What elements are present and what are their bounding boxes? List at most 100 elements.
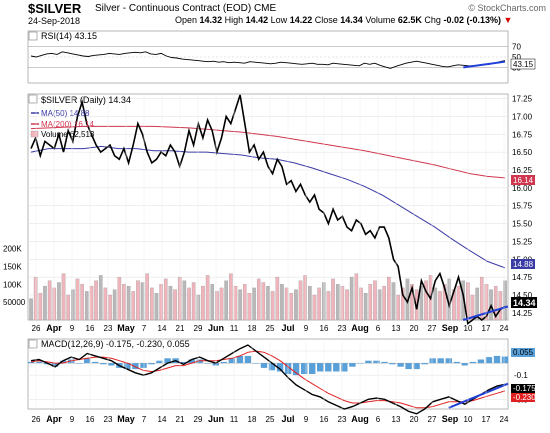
ma200-line	[30, 125, 506, 179]
volume-bar	[112, 289, 117, 321]
description-text: Silver - Continuous Contract (EOD)	[95, 3, 252, 14]
x-tick-label: 11	[230, 324, 239, 333]
x-tick-label: Sep	[442, 323, 459, 333]
exchange: CME	[253, 3, 277, 14]
volume-bar	[326, 291, 331, 321]
x-tick-label: 18	[248, 415, 257, 424]
x-axis-bottom: 26 Apr 9 16 23 May 7 14 21 29 Jun 11 18 25 Jul 9 16 23 Aug…	[32, 339, 509, 424]
x-tick-label: 26	[32, 415, 41, 424]
histogram-bar	[357, 363, 364, 364]
open-value: 14.32	[199, 15, 223, 25]
price-tick-label: 15.75	[512, 202, 533, 211]
macd-collapse-icon[interactable]	[28, 339, 38, 349]
x-tick-label: 6	[376, 415, 381, 424]
volume-bar	[210, 284, 215, 321]
volume-bar	[349, 276, 354, 321]
volume-bar	[498, 291, 503, 321]
histogram-bar	[469, 361, 477, 364]
volume-bar	[159, 284, 163, 321]
histogram-bar	[276, 363, 284, 372]
histogram-bar	[268, 363, 276, 371]
volume-bar	[433, 287, 438, 321]
histogram-bar	[317, 363, 324, 372]
x-tick-label: Apr	[46, 323, 62, 333]
histogram-bar	[429, 358, 436, 364]
histogram-bar	[124, 363, 131, 370]
price-tick-label: 16.00	[512, 184, 533, 193]
volume-bar	[391, 282, 396, 321]
macd-title: MACD(12,26,9) -0.175, -0.230, 0.055	[41, 339, 190, 349]
histogram-bar	[349, 363, 356, 367]
x-tick-label: May	[117, 323, 135, 333]
macd-panel: MACD(12,26,9) -0.175, -0.230, 0.055 0.1-…	[27, 338, 536, 415]
histogram-bar	[228, 358, 235, 364]
histogram-bar	[389, 363, 396, 365]
volume-bar	[238, 289, 242, 321]
histogram-bar	[51, 363, 59, 367]
rsi-collapse-icon[interactable]	[28, 31, 38, 41]
volume-bar	[475, 287, 479, 321]
x-tick-label: Apr	[46, 414, 62, 424]
signal-last-box	[511, 393, 535, 402]
volume-bar	[103, 287, 108, 321]
histogram-bar	[373, 360, 380, 364]
histogram-bar	[84, 358, 91, 364]
volume-bar	[94, 280, 98, 321]
volume-bar	[382, 285, 386, 321]
x-tick-label: 14	[158, 415, 167, 424]
high-label: High	[224, 15, 244, 25]
price-trendline	[462, 305, 509, 321]
histogram-bar	[196, 359, 203, 364]
price-tick-label: 16.50	[512, 148, 533, 157]
description: Silver - Continuous Contract (EOD) CME	[95, 3, 276, 14]
quote-line: Open 14.32 High 14.42 Low 14.22 Close 14…	[175, 15, 512, 25]
signal-last-value: -0.230	[513, 393, 536, 402]
histogram-bar	[397, 363, 404, 367]
volume-bar	[373, 280, 377, 321]
histogram-bar	[309, 363, 316, 374]
x-tick-label: 23	[338, 324, 347, 333]
price-axis: 14.2514.5014.7515.0015.2515.5015.7516.00…	[512, 95, 533, 318]
ma200-last-value: 16.14	[513, 176, 534, 185]
volume-bar	[294, 289, 298, 321]
macd-frame	[27, 338, 509, 410]
x-tick-label: 24	[500, 324, 509, 333]
volume-bar	[150, 287, 154, 321]
x-tick-label: 17	[482, 415, 491, 424]
volume-bar	[317, 287, 321, 321]
x-tick-label: 27	[428, 324, 437, 333]
volume-bar	[33, 276, 38, 321]
price-tick-label: 15.25	[512, 237, 533, 246]
volume-bar	[493, 285, 498, 321]
rsi-tick-label: 70	[512, 43, 521, 52]
histogram-bar	[244, 355, 252, 364]
volume-bar	[359, 287, 363, 321]
x-tick-label: 20	[410, 324, 419, 333]
x-tick-label: 21	[176, 324, 185, 333]
volume-bar	[122, 284, 126, 321]
histogram-bar	[501, 356, 509, 364]
x-tick-label: 16	[86, 415, 95, 424]
x-tick-label: 7	[142, 324, 147, 333]
volume-bar	[400, 287, 405, 321]
volume-bar	[43, 285, 47, 321]
x-tick-label: Aug	[351, 323, 369, 333]
price-tick-label: 17.25	[512, 95, 533, 104]
x-tick-label: 6	[376, 324, 381, 333]
price-collapse-icon[interactable]	[28, 94, 38, 104]
x-tick-label: 23	[104, 324, 113, 333]
price-last-box	[511, 297, 537, 308]
histogram-bar	[421, 363, 428, 365]
volume-bar	[47, 280, 52, 321]
histogram-bar	[325, 363, 332, 372]
volume-bar	[289, 293, 294, 321]
volume-bar	[145, 273, 149, 321]
price-tick-label: 14.50	[512, 291, 533, 300]
hist-last-box	[511, 348, 535, 357]
volume-bar	[75, 278, 80, 321]
histogram-bar	[35, 361, 43, 364]
x-tick-label: Jul	[281, 323, 294, 333]
x-tick-label: 29	[194, 324, 203, 333]
ma200-last-box	[511, 175, 535, 185]
volume-bar	[252, 287, 256, 321]
